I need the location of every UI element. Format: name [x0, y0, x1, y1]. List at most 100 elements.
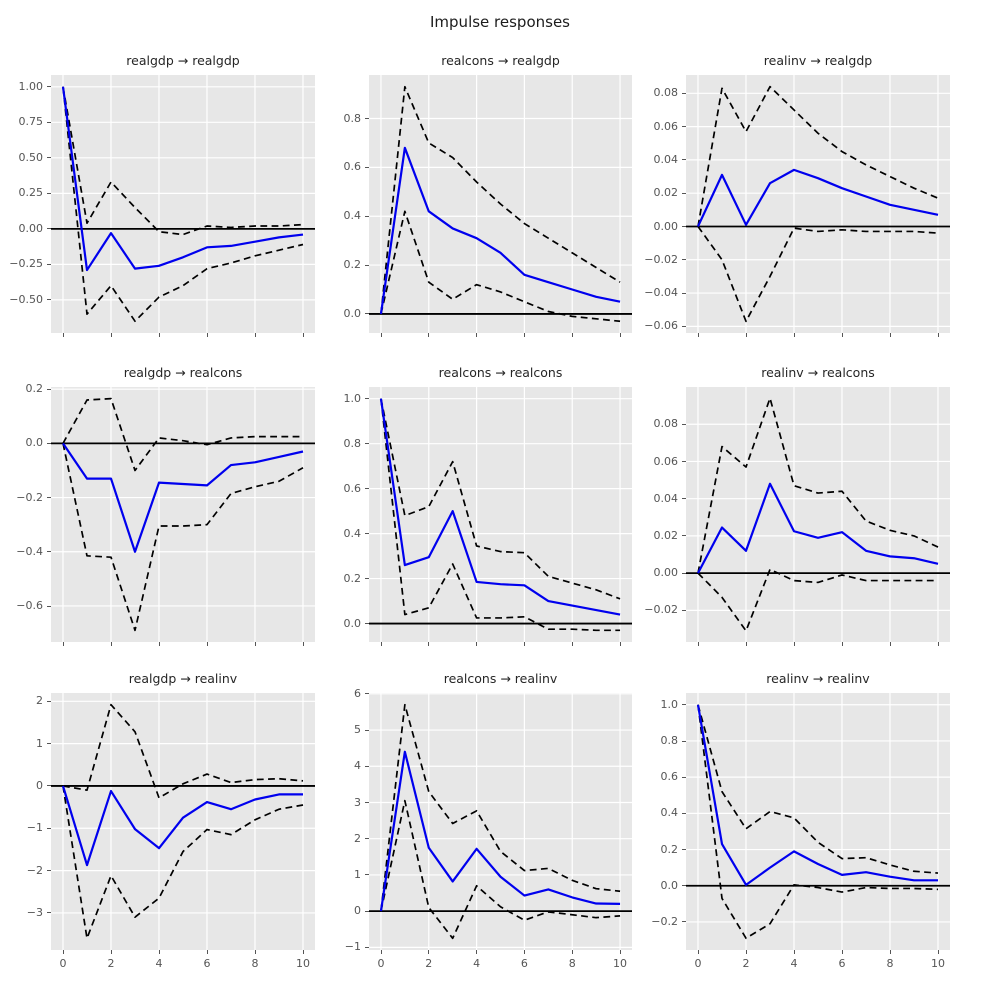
y-tick-label: 0.0 — [25, 436, 44, 450]
y-tick-label: 2 — [36, 694, 43, 708]
y-tick-label: 0.2 — [25, 382, 44, 396]
y-tick-mark — [365, 765, 369, 767]
x-tick-mark — [302, 642, 304, 646]
upper-ci-line — [62, 703, 304, 799]
y-tick-mark — [365, 802, 369, 803]
y-tick-mark — [365, 874, 369, 876]
plot-area-realinv-to-realcons — [686, 387, 950, 642]
y-tick-label: 0.06 — [653, 454, 679, 468]
x-tick-mark — [380, 950, 382, 954]
upper-ci-line — [380, 85, 621, 315]
y-tick-mark — [682, 609, 686, 611]
y-tick-label: 0 — [354, 904, 361, 918]
lower-ci-line — [62, 443, 304, 632]
y-tick-mark — [682, 259, 686, 261]
subplot-canvas — [369, 75, 632, 333]
y-tick-label: 0.00 — [653, 219, 679, 233]
x-tick-mark — [619, 950, 621, 954]
y-tick-label: −0.2 — [16, 490, 43, 504]
x-tick-mark — [62, 642, 64, 646]
y-tick-label: 0.25 — [18, 186, 44, 200]
irf-line — [61, 86, 304, 272]
subplot-canvas — [686, 75, 950, 333]
x-tick-mark — [254, 950, 256, 954]
y-tick-label: −0.6 — [16, 599, 43, 612]
y-tick-label: 0.08 — [653, 417, 679, 431]
plot-area-realcons-to-realinv — [369, 693, 632, 950]
x-tick-label: 4 — [473, 957, 481, 970]
upper-ci-line — [62, 397, 303, 472]
upper-ci-line — [697, 397, 939, 574]
x-tick-mark — [937, 333, 939, 337]
y-tick-label: 0 — [36, 778, 43, 792]
lower-ci-line — [380, 799, 621, 940]
y-tick-mark — [47, 299, 51, 301]
upper-ci-line — [697, 85, 939, 227]
y-tick-label: 2 — [354, 831, 361, 845]
y-tick-label: −0.02 — [644, 603, 678, 617]
y-tick-mark — [365, 488, 369, 490]
y-tick-mark — [365, 910, 369, 912]
y-tick-label: 0.04 — [653, 152, 679, 166]
y-tick-mark — [365, 946, 369, 948]
y-tick-mark — [682, 704, 686, 706]
plot-area-realcons-to-realcons — [369, 387, 632, 642]
y-tick-label: −0.02 — [644, 252, 678, 266]
subplot-canvas — [369, 693, 632, 950]
y-tick-mark — [365, 313, 369, 315]
y-tick-label: −3 — [26, 905, 43, 919]
x-tick-mark — [745, 642, 747, 646]
subplot-canvas — [51, 75, 315, 333]
x-tick-mark — [380, 333, 382, 337]
y-tick-mark — [365, 623, 369, 625]
y-tick-label: 0.2 — [660, 842, 679, 856]
x-tick-mark — [889, 950, 891, 954]
irf-line — [379, 398, 621, 616]
y-tick-label: −0.04 — [644, 286, 678, 300]
lower-ci-line — [380, 398, 621, 632]
y-tick-label: 0.04 — [653, 491, 679, 505]
y-tick-mark — [682, 849, 686, 851]
y-tick-label: 4 — [354, 759, 361, 773]
y-tick-mark — [365, 166, 369, 168]
x-tick-label: 10 — [613, 957, 627, 970]
x-tick-mark — [793, 333, 795, 337]
x-tick-mark — [889, 642, 891, 646]
y-tick-label: 0.0 — [343, 616, 362, 630]
y-tick-label: 0.8 — [343, 111, 362, 125]
x-tick-mark — [476, 642, 478, 646]
figure-title: Impulse responses — [430, 13, 570, 31]
subplot-canvas — [369, 387, 632, 642]
x-tick-label: 8 — [568, 957, 576, 970]
y-tick-label: 1.00 — [18, 79, 44, 93]
y-tick-label: 0.2 — [343, 571, 362, 585]
y-tick-mark — [47, 497, 51, 499]
y-tick-label: 0.00 — [18, 221, 44, 235]
x-tick-mark — [62, 333, 64, 337]
x-tick-mark — [793, 950, 795, 954]
y-tick-mark — [682, 325, 686, 327]
y-tick-label: 0.2 — [343, 258, 362, 272]
y-tick-label: 0.75 — [18, 115, 44, 129]
y-tick-label: 0.02 — [653, 186, 679, 200]
y-tick-mark — [47, 121, 51, 123]
x-tick-label: 2 — [425, 957, 433, 970]
x-tick-mark — [793, 642, 795, 646]
x-tick-mark — [571, 333, 573, 337]
y-tick-mark — [365, 215, 369, 217]
y-tick-mark — [365, 693, 369, 695]
x-tick-mark — [841, 950, 843, 954]
irf-line — [697, 482, 939, 574]
y-tick-label: −1 — [344, 940, 361, 954]
plot-area-realinv-to-realinv — [686, 693, 950, 950]
x-tick-mark — [206, 950, 208, 954]
y-tick-label: 0.8 — [660, 734, 679, 747]
y-tick-mark — [365, 578, 369, 580]
x-tick-label: 10 — [296, 957, 310, 970]
x-tick-mark — [571, 950, 573, 954]
x-tick-label: 0 — [377, 957, 385, 970]
y-tick-label: −0.2 — [651, 914, 678, 928]
plot-area-realinv-to-realgdp — [686, 75, 950, 333]
y-tick-mark — [682, 159, 686, 161]
